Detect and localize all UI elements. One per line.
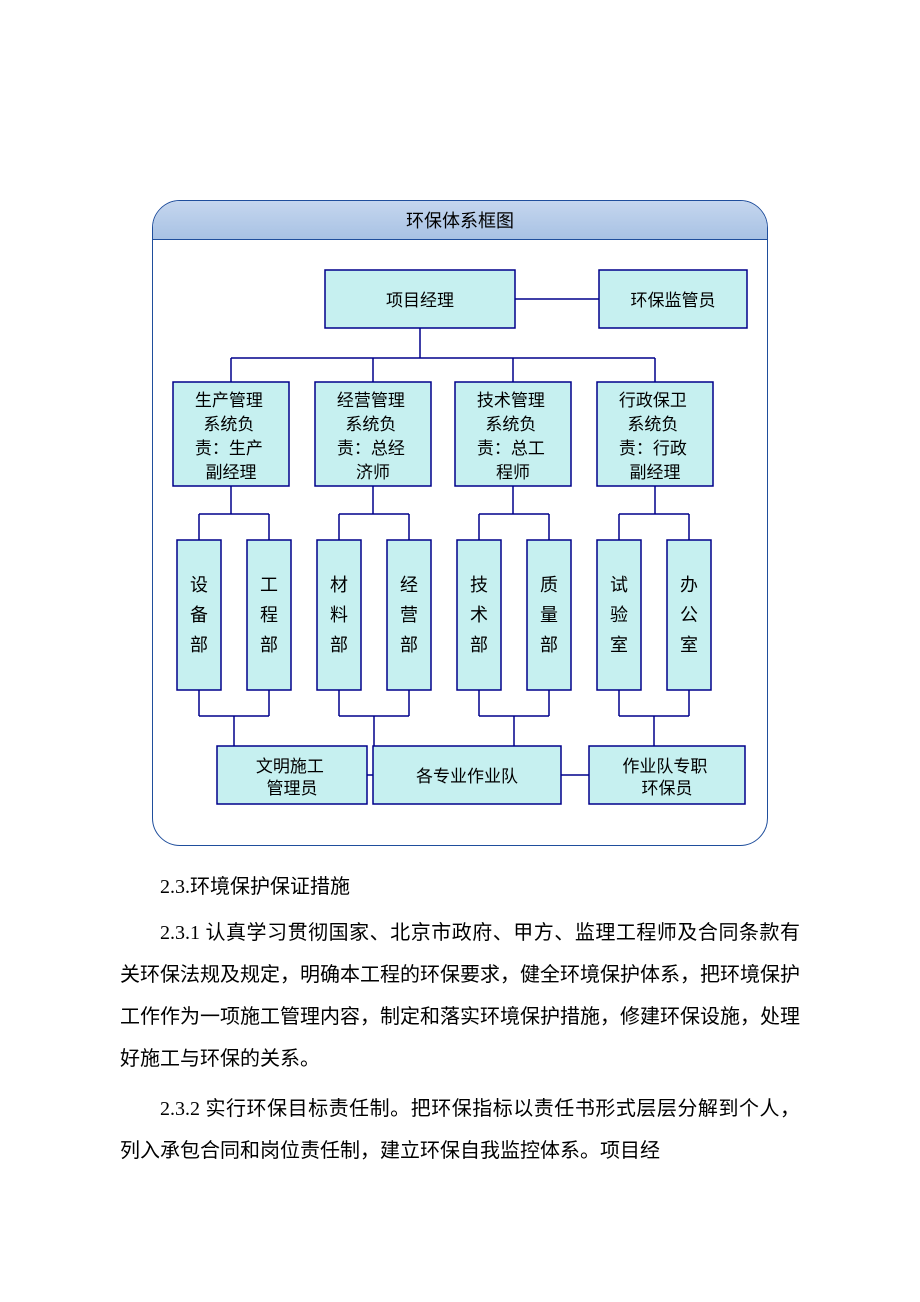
paragraph-1: 2.3.1 认真学习贯彻国家、北京市政府、甲方、监理工程师及合同条款有关环保法规… <box>120 912 800 1080</box>
label-project-manager: 项目经理 <box>386 291 454 310</box>
connectors-level2-3 <box>199 486 689 540</box>
label-bottom-center: 各专业作业队 <box>416 767 518 786</box>
paragraph-2: 2.3.2 实行环保目标责任制。把环保指标以责任书形式层层分解到个人，列入承包合… <box>120 1088 800 1172</box>
label-dept-5: 技术部 <box>470 575 488 655</box>
org-chart-svg: 项目经理 环保监管员 生产管理 系统负 责：生产 副经理 <box>167 262 755 822</box>
section-heading: 2.3.环境保护保证措施 <box>120 866 800 908</box>
diagram-frame: 环保体系框图 项目经理 环保监管员 生产管理 系统负 <box>152 200 768 846</box>
connectors-level3-4 <box>199 690 689 746</box>
label-dept-4: 经营部 <box>400 575 418 655</box>
label-supervisor: 环保监管员 <box>631 291 716 310</box>
label-dept-3: 材料部 <box>330 575 348 655</box>
departments: 设备部 工程部 材料部 经营部 技术部 质量部 试验室 办公室 <box>177 540 711 690</box>
label-dept-7: 试验室 <box>610 575 628 655</box>
label-dept-2: 工程部 <box>260 575 278 655</box>
label-dept-8: 办公室 <box>680 575 698 655</box>
diagram-title: 环保体系框图 <box>153 201 767 240</box>
body-text: 2.3.环境保护保证措施 2.3.1 认真学习贯彻国家、北京市政府、甲方、监理工… <box>120 866 800 1172</box>
label-dept-6: 质量部 <box>540 575 558 655</box>
diagram-body: 项目经理 环保监管员 生产管理 系统负 责：生产 副经理 <box>153 240 767 845</box>
label-dept-1: 设备部 <box>190 575 208 655</box>
